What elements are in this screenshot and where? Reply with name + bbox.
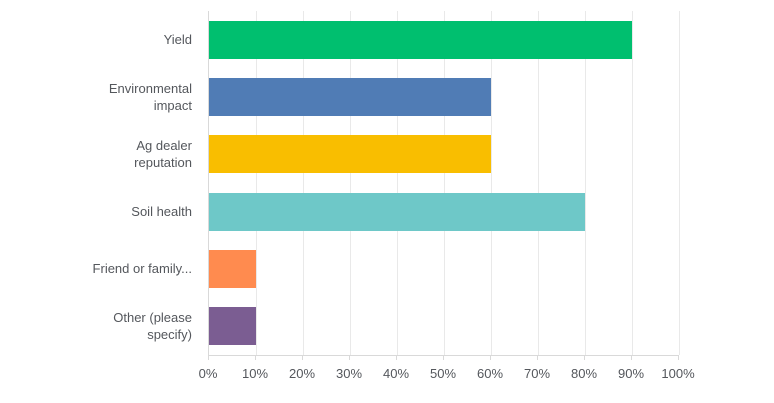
bar-row-friend-or-family	[209, 240, 679, 297]
bar-ag-dealer-reputation	[209, 135, 491, 174]
x-tick-mark	[678, 355, 679, 360]
category-label: Soil health	[131, 204, 192, 220]
bar-row-soil-health	[209, 183, 679, 240]
bar-yield	[209, 20, 632, 59]
x-tick-label: 50%	[429, 366, 457, 381]
label-cell-other-please-specify: Other (please specify)	[0, 298, 192, 355]
label-cell-friend-or-family: Friend or family...	[0, 240, 192, 297]
x-tick-mark	[490, 355, 491, 360]
x-tick-label: 10%	[241, 366, 269, 381]
x-tick-mark	[349, 355, 350, 360]
x-tick-mark	[631, 355, 632, 360]
gridline	[679, 11, 680, 355]
category-label: Other (please specify)	[113, 310, 192, 343]
bar-friend-or-family	[209, 249, 256, 288]
label-cell-yield: Yield	[0, 11, 192, 68]
x-tick-mark	[208, 355, 209, 360]
bar-row-environmental-impact	[209, 68, 679, 125]
category-label: Environmental impact	[108, 80, 192, 113]
label-cell-soil-health: Soil health	[0, 183, 192, 240]
gridline	[303, 11, 304, 355]
x-tick-mark	[584, 355, 585, 360]
gridline	[350, 11, 351, 355]
gridline	[538, 11, 539, 355]
x-tick-label: 80%	[570, 366, 598, 381]
bar-soil-health	[209, 192, 585, 231]
x-tick-label: 40%	[382, 366, 410, 381]
x-tick-label: 30%	[335, 366, 363, 381]
bar-environmental-impact	[209, 77, 491, 116]
gridline	[397, 11, 398, 355]
bar-row-ag-dealer-reputation	[209, 126, 679, 183]
x-tick-label: 90%	[617, 366, 645, 381]
bar-row-yield	[209, 11, 679, 68]
x-axis: 0% 10% 20% 30% 40% 50% 60% 70% 80% 90% 100%	[199, 355, 695, 387]
plot-area	[208, 11, 680, 356]
gridline	[491, 11, 492, 355]
category-label: Ag dealer reputation	[134, 138, 192, 171]
label-cell-ag-dealer-reputation: Ag dealer reputation	[0, 126, 192, 183]
bars-container	[209, 11, 679, 355]
label-cell-environmental-impact: Environmental impact	[0, 68, 192, 125]
bar-other-please-specify	[209, 307, 256, 346]
x-tick-mark	[443, 355, 444, 360]
x-tick-label: 70%	[523, 366, 551, 381]
bar-row-other-please-specify	[209, 298, 679, 355]
x-tick-label: 0%	[198, 366, 218, 381]
category-label: Yield	[163, 32, 192, 48]
x-tick-label: 60%	[476, 366, 504, 381]
x-tick-label: 20%	[288, 366, 316, 381]
x-tick-mark	[255, 355, 256, 360]
gridline	[444, 11, 445, 355]
gridline	[585, 11, 586, 355]
category-labels: Yield Environmental impact Ag dealer reput…	[0, 11, 192, 355]
x-tick-mark	[302, 355, 303, 360]
gridline	[256, 11, 257, 355]
gridline	[632, 11, 633, 355]
x-tick-mark	[396, 355, 397, 360]
x-tick-label: 100%	[661, 366, 695, 381]
category-label: Friend or family...	[92, 261, 192, 277]
x-tick-mark	[537, 355, 538, 360]
gridlines	[209, 11, 680, 355]
